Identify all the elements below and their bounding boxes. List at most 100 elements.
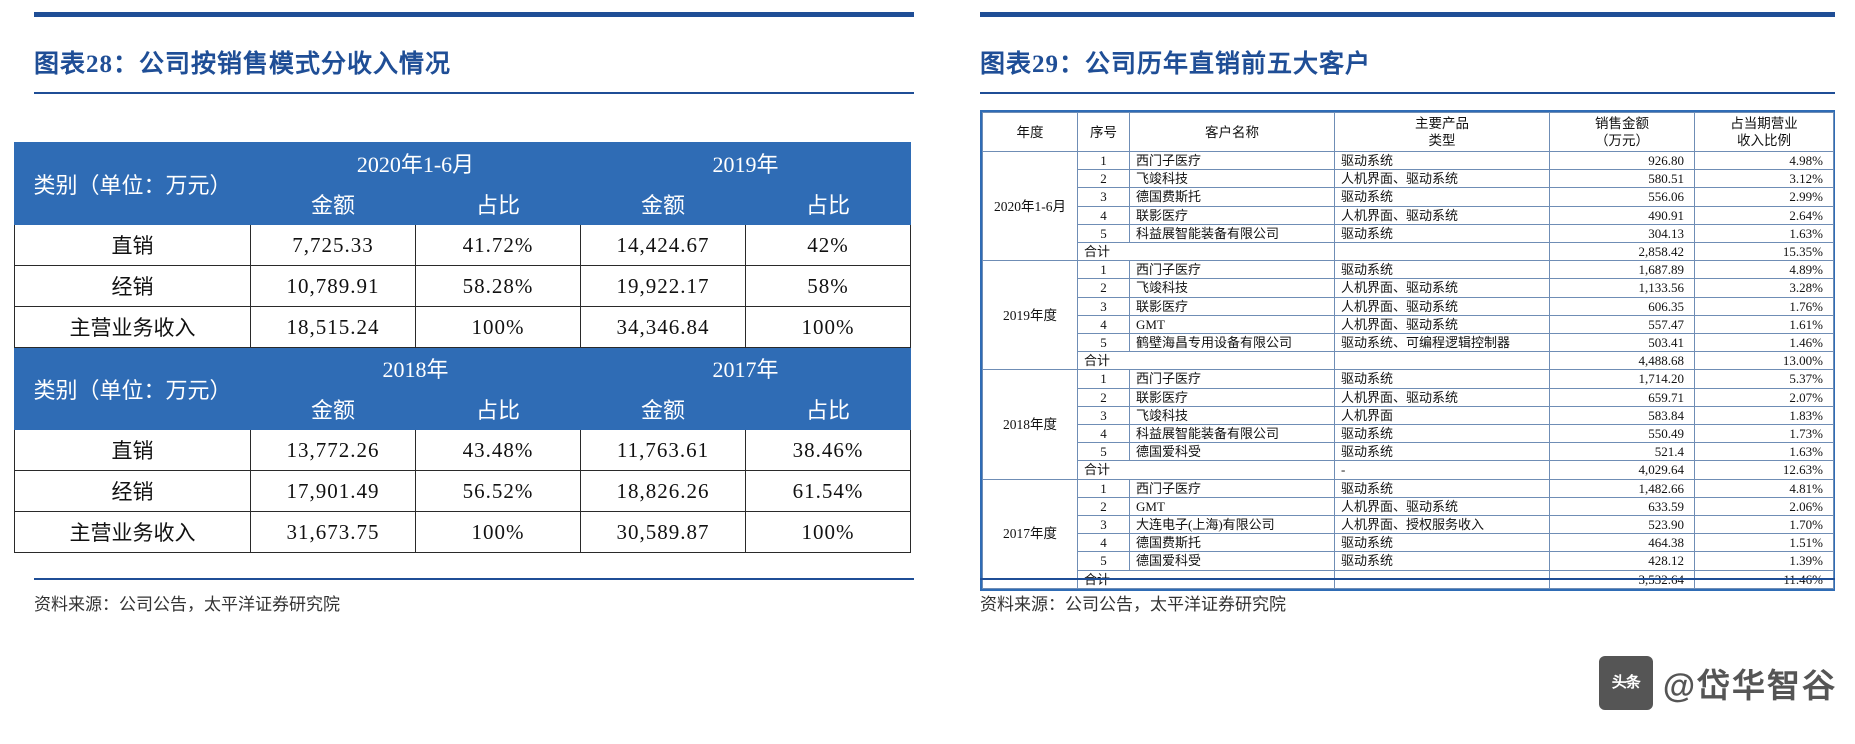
- g0-r2-product: 驱动系统: [1334, 187, 1550, 207]
- g1-r1-product: 人机界面、驱动系统: [1334, 278, 1550, 298]
- block2-subheader-1: 金额: [250, 388, 416, 430]
- figure-29-title: 图表29：公司历年直销前五大客户: [980, 51, 1372, 78]
- block1-row1-label: 经销: [14, 265, 251, 307]
- table-row: 主营业务收入 18,515.24 100% 34,346.84 100%: [14, 306, 912, 348]
- g2-r3-amount: 550.49: [1549, 424, 1695, 444]
- table-row: 5 德国爱科受 驱动系统 428.12 1.39%: [983, 551, 1834, 571]
- g1-r0-product: 驱动系统: [1334, 260, 1550, 280]
- g0-r4-amount: 304.13: [1549, 223, 1695, 244]
- g0-total-amount: 2,858.42: [1549, 242, 1695, 262]
- right-top-rule: [980, 12, 1835, 17]
- g1-r2-amount: 606.35: [1549, 296, 1695, 316]
- revenue-by-sales-mode-table: 类别（单位：万元） 2020年1-6月 2019年 金额 占比 金额 占比 直销…: [14, 142, 912, 553]
- block1-row1-cell3: 58%: [745, 265, 912, 307]
- top5-direct-customers-table: 年度 序号 客户名称 主要产品 类型 销售金额 （万元） 占当期营业 收入比例 …: [980, 110, 1835, 591]
- block2-row2-cell1: 100%: [414, 511, 582, 553]
- table-row: 类别（单位：万元） 2020年1-6月 2019年: [14, 142, 912, 225]
- block1-row0-cell2: 14,424.67: [580, 224, 747, 266]
- g3-r0-product: 驱动系统: [1334, 478, 1550, 498]
- g2-r4-name: 德国爱科受: [1129, 442, 1335, 462]
- block1-row2-cell1: 100%: [414, 306, 582, 348]
- g3-r0-pct: 4.81%: [1694, 478, 1834, 498]
- table-row: 5 科益展智能装备有限公司 驱动系统 304.13 1.63%: [983, 223, 1834, 244]
- block1-row0-cell0: 7,725.33: [250, 224, 416, 266]
- g2-r0-product: 驱动系统: [1334, 369, 1550, 389]
- g1-r1-amount: 1,133.56: [1549, 278, 1695, 298]
- table-row: 3 飞竣科技 人机界面 583.84 1.83%: [983, 405, 1834, 426]
- g1-r4-product: 驱动系统、可编程逻辑控制器: [1334, 333, 1550, 353]
- group3-year: 2017年度: [982, 478, 1078, 589]
- block2-row2-cell2: 30,589.87: [580, 511, 747, 553]
- g0-r3-product: 人机界面、驱动系统: [1334, 205, 1550, 225]
- g3-r2-no: 3: [1077, 515, 1130, 535]
- block1-subheader-3: 金额: [580, 183, 747, 225]
- g2-r1-pct: 2.07%: [1694, 387, 1834, 407]
- g0-r2-no: 3: [1077, 187, 1130, 207]
- g1-total-label: 合计: [1077, 351, 1335, 371]
- block2-row2-cell3: 100%: [745, 511, 912, 553]
- figure-28-panel: 图表28：公司按销售模式分收入情况 类别（单位：万元） 2020年1-6月 20…: [14, 12, 914, 614]
- g2-r4-amount: 521.4: [1549, 442, 1695, 462]
- block2-row2-cell0: 31,673.75: [250, 511, 416, 553]
- g2-r1-amount: 659.71: [1549, 387, 1695, 407]
- header-no: 序号: [1077, 112, 1130, 152]
- g2-total-product: -: [1334, 460, 1550, 480]
- g0-r4-product: 驱动系统: [1334, 223, 1550, 244]
- g2-r2-no: 3: [1077, 405, 1130, 426]
- g0-r3-name: 联影医疗: [1129, 205, 1335, 225]
- block2-subheader-2: 占比: [414, 388, 582, 430]
- block2-row0-cell3: 38.46%: [745, 429, 912, 471]
- table-row: 2020年1-6月 1 西门子医疗 驱动系统 926.80 4.98%: [982, 150, 1834, 262]
- g3-r0-amount: 1,482.66: [1549, 478, 1695, 498]
- table-row: 3 联影医疗 人机界面、驱动系统 606.35 1.76%: [983, 296, 1834, 316]
- g3-r3-name: 德国费斯托: [1129, 533, 1335, 553]
- header-year: 年度: [982, 112, 1078, 152]
- group1-year: 2019年度: [982, 260, 1078, 371]
- g3-r4-pct: 1.39%: [1694, 551, 1834, 571]
- g2-r0-amount: 1,714.20: [1549, 369, 1695, 389]
- g1-r4-no: 5: [1077, 333, 1130, 353]
- g1-total-blank: [1334, 351, 1550, 371]
- g3-r2-product: 人机界面、授权服务收入: [1334, 515, 1550, 535]
- g2-r4-no: 5: [1077, 442, 1130, 462]
- block2-period-header-2: 2017年: [580, 347, 912, 389]
- g1-r2-name: 联影医疗: [1129, 296, 1335, 316]
- header-customer-name: 客户名称: [1129, 112, 1335, 152]
- g3-r4-name: 德国爱科受: [1129, 551, 1335, 571]
- g1-total-pct: 13.00%: [1694, 351, 1834, 371]
- g0-r0-name: 西门子医疗: [1129, 150, 1335, 171]
- table-row: 金额 占比 金额 占比: [15, 388, 912, 430]
- left-title-rule: [34, 92, 914, 94]
- g1-r3-no: 4: [1077, 314, 1130, 335]
- g3-r4-product: 驱动系统: [1334, 551, 1550, 571]
- g1-r4-pct: 1.46%: [1694, 333, 1834, 353]
- g1-r2-no: 3: [1077, 296, 1130, 316]
- g0-r1-pct: 3.12%: [1694, 169, 1834, 189]
- watermark-text: @岱华智谷: [1662, 667, 1837, 704]
- block2-subheader-4: 占比: [745, 388, 912, 430]
- table-row: 经销 10,789.91 58.28% 19,922.17 58%: [14, 265, 912, 307]
- g3-r4-no: 5: [1077, 551, 1130, 571]
- g0-total-pct: 15.35%: [1694, 242, 1834, 262]
- g2-r0-name: 西门子医疗: [1129, 369, 1335, 389]
- g2-r1-product: 人机界面、驱动系统: [1334, 387, 1550, 407]
- table-row-total: 合计 4,488.68 13.00%: [983, 351, 1834, 371]
- table-row: 2018年度 1 西门子医疗 驱动系统 1,714.20 5.37%: [982, 369, 1834, 480]
- block1-row1-cell1: 58.28%: [414, 265, 582, 307]
- block1-row0-cell3: 42%: [745, 224, 912, 266]
- table-row: 3 大连电子(上海)有限公司 人机界面、授权服务收入 523.90 1.70%: [983, 515, 1834, 535]
- table-row: 4 GMT 人机界面、驱动系统 557.47 1.61%: [983, 314, 1834, 335]
- g0-r1-name: 飞竣科技: [1129, 169, 1335, 189]
- block2-row1-cell0: 17,901.49: [250, 470, 416, 512]
- g0-r2-name: 德国费斯托: [1129, 187, 1335, 207]
- block2-period-header-1: 2018年: [249, 347, 582, 389]
- block1-subheader-2: 占比: [414, 183, 582, 225]
- table-row: 直销 13,772.26 43.48% 11,763.61 38.46%: [14, 429, 912, 471]
- g2-r1-name: 联影医疗: [1129, 387, 1335, 407]
- g2-r3-no: 4: [1077, 424, 1130, 444]
- table-row: 2 飞竣科技 人机界面、驱动系统 1,133.56 3.28%: [983, 278, 1834, 298]
- block2-subheader-3: 金额: [580, 388, 747, 430]
- block2-row0-cell2: 11,763.61: [580, 429, 747, 471]
- g0-r4-name: 科益展智能装备有限公司: [1129, 223, 1335, 244]
- g2-r3-pct: 1.73%: [1694, 424, 1834, 444]
